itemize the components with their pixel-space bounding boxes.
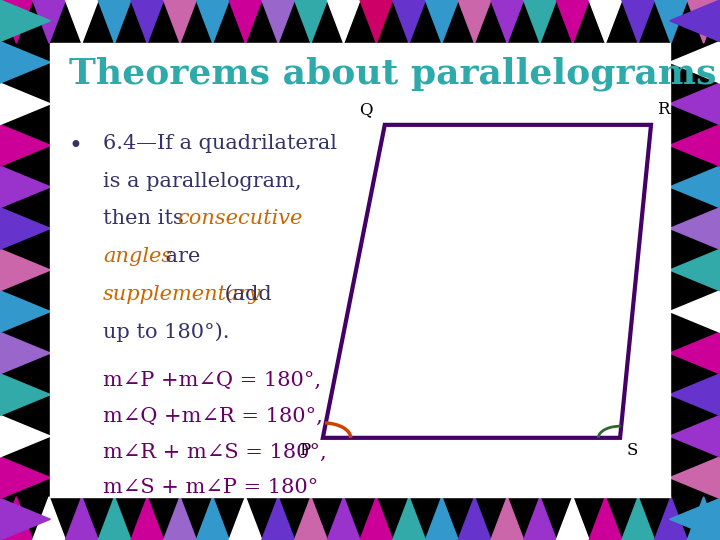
Polygon shape <box>392 497 426 540</box>
Polygon shape <box>622 0 654 43</box>
Polygon shape <box>0 497 32 540</box>
Polygon shape <box>426 497 458 540</box>
Polygon shape <box>0 374 50 415</box>
Text: m∠S + m∠P = 180°: m∠S + m∠P = 180° <box>103 478 318 497</box>
Text: is a parallelogram,: is a parallelogram, <box>103 172 302 191</box>
Polygon shape <box>0 249 50 291</box>
Polygon shape <box>670 332 720 374</box>
Text: consecutive: consecutive <box>177 209 302 228</box>
Text: m∠R + m∠S = 180°,: m∠R + m∠S = 180°, <box>103 443 327 462</box>
Polygon shape <box>458 0 491 43</box>
Polygon shape <box>670 0 720 42</box>
Polygon shape <box>589 497 622 540</box>
Polygon shape <box>426 0 458 43</box>
Polygon shape <box>523 497 557 540</box>
Polygon shape <box>0 0 50 42</box>
Text: 6.4—If a quadrilateral: 6.4—If a quadrilateral <box>103 134 337 153</box>
Polygon shape <box>98 0 131 43</box>
Polygon shape <box>328 0 360 43</box>
Polygon shape <box>557 497 589 540</box>
Polygon shape <box>294 0 328 43</box>
Polygon shape <box>360 0 392 43</box>
Polygon shape <box>670 125 720 166</box>
Text: Q: Q <box>359 101 372 118</box>
Text: S: S <box>626 442 638 460</box>
Polygon shape <box>0 208 50 249</box>
Polygon shape <box>0 415 50 457</box>
Polygon shape <box>131 497 163 540</box>
Polygon shape <box>32 497 66 540</box>
Text: m∠P +m∠Q = 180°,: m∠P +m∠Q = 180°, <box>103 371 321 390</box>
Polygon shape <box>670 83 720 125</box>
Polygon shape <box>589 0 622 43</box>
Polygon shape <box>294 497 328 540</box>
Polygon shape <box>654 0 688 43</box>
Polygon shape <box>360 497 392 540</box>
Polygon shape <box>458 497 491 540</box>
Polygon shape <box>392 0 426 43</box>
Polygon shape <box>197 497 229 540</box>
Polygon shape <box>0 498 50 540</box>
Polygon shape <box>523 0 557 43</box>
Polygon shape <box>50 43 670 497</box>
Polygon shape <box>557 0 589 43</box>
Text: are: are <box>158 247 200 266</box>
Polygon shape <box>328 497 360 540</box>
Polygon shape <box>66 0 98 43</box>
Polygon shape <box>491 0 523 43</box>
Polygon shape <box>688 497 720 540</box>
Polygon shape <box>262 0 294 43</box>
Polygon shape <box>670 374 720 415</box>
Text: R: R <box>657 101 670 118</box>
Polygon shape <box>32 0 66 43</box>
Polygon shape <box>197 0 229 43</box>
Polygon shape <box>163 0 197 43</box>
Polygon shape <box>163 497 197 540</box>
Polygon shape <box>0 166 50 208</box>
Polygon shape <box>670 415 720 457</box>
Text: up to 180°).: up to 180°). <box>103 322 230 342</box>
Polygon shape <box>670 291 720 332</box>
Polygon shape <box>0 83 50 125</box>
Text: then its: then its <box>103 209 190 228</box>
Polygon shape <box>0 332 50 374</box>
Polygon shape <box>670 249 720 291</box>
Text: supplementary: supplementary <box>103 285 261 303</box>
Text: Theorems about parallelograms: Theorems about parallelograms <box>69 57 716 91</box>
Text: m∠Q +m∠R = 180°,: m∠Q +m∠R = 180°, <box>103 407 323 426</box>
Polygon shape <box>0 291 50 332</box>
Text: angles: angles <box>103 247 172 266</box>
Polygon shape <box>66 497 98 540</box>
Polygon shape <box>622 497 654 540</box>
Polygon shape <box>0 0 32 43</box>
Polygon shape <box>0 457 50 498</box>
Polygon shape <box>670 166 720 208</box>
Polygon shape <box>0 42 50 83</box>
Text: •: • <box>69 134 83 158</box>
Polygon shape <box>262 497 294 540</box>
Polygon shape <box>131 0 163 43</box>
Polygon shape <box>491 497 523 540</box>
Text: (add: (add <box>217 285 271 303</box>
Polygon shape <box>688 0 720 43</box>
Polygon shape <box>670 42 720 83</box>
Polygon shape <box>670 208 720 249</box>
Polygon shape <box>229 0 262 43</box>
Text: P: P <box>300 442 310 460</box>
Polygon shape <box>98 497 131 540</box>
Polygon shape <box>229 497 262 540</box>
Polygon shape <box>0 125 50 166</box>
Polygon shape <box>654 497 688 540</box>
Polygon shape <box>670 457 720 498</box>
Polygon shape <box>670 498 720 540</box>
